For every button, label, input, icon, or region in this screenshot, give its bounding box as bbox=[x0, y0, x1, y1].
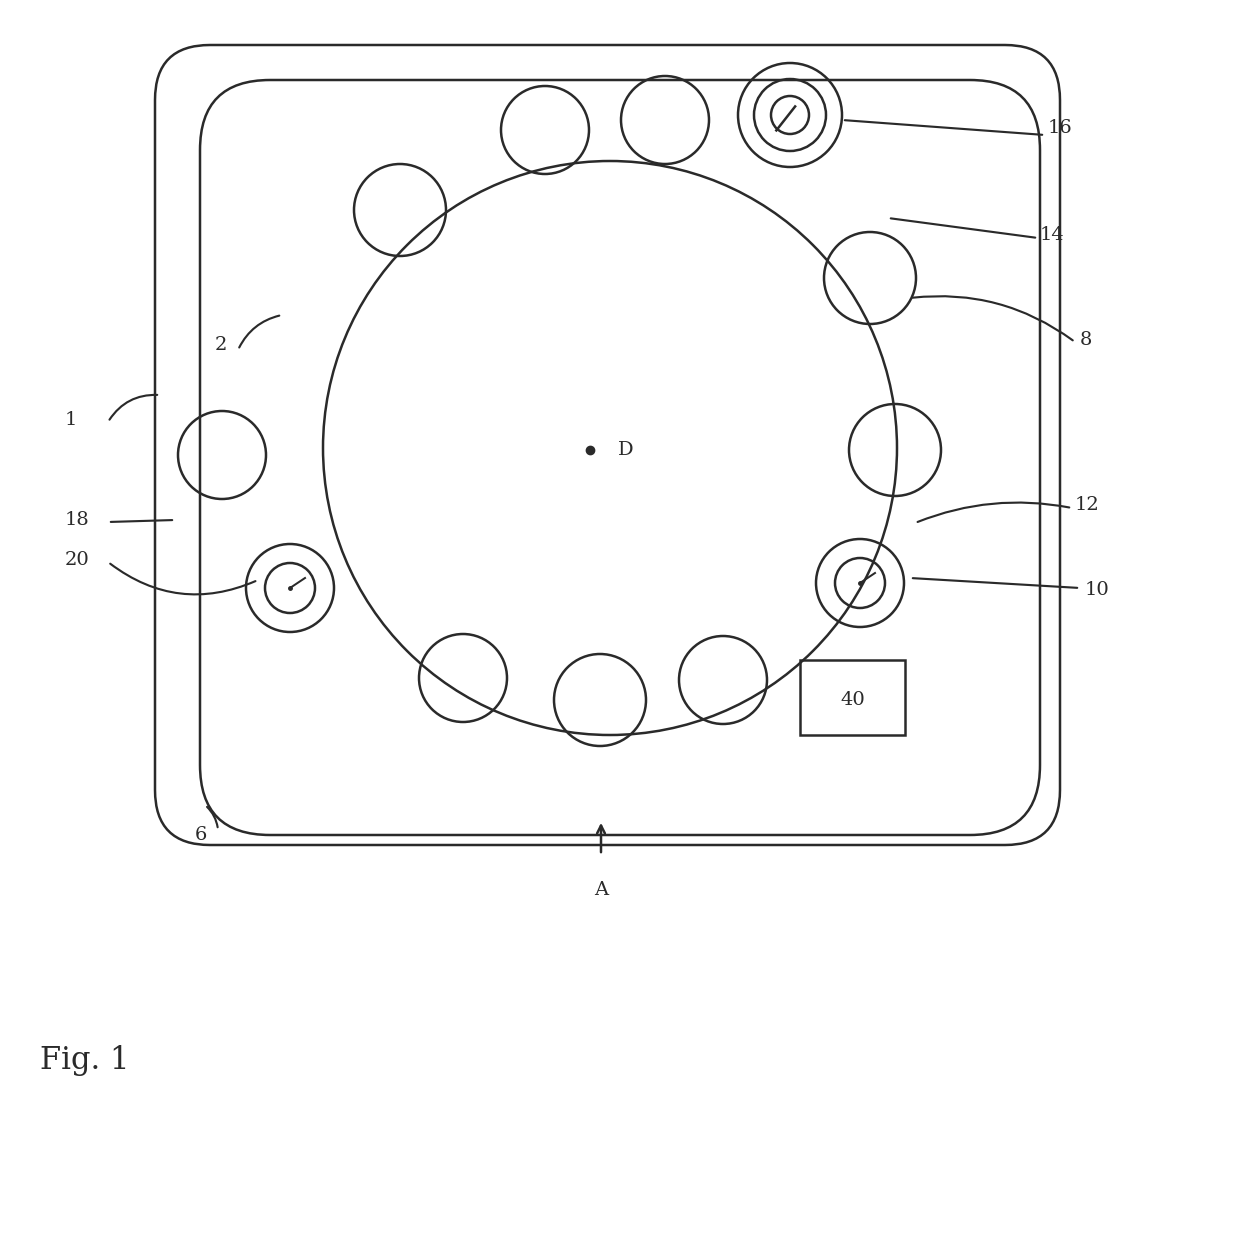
Text: Fig. 1: Fig. 1 bbox=[40, 1044, 129, 1075]
Text: 1: 1 bbox=[64, 411, 77, 429]
Text: 10: 10 bbox=[1085, 580, 1110, 599]
Text: 12: 12 bbox=[1075, 496, 1100, 515]
Text: 14: 14 bbox=[1040, 226, 1065, 244]
Text: 40: 40 bbox=[839, 691, 864, 709]
Text: 6: 6 bbox=[195, 827, 207, 844]
Bar bbox=[800, 660, 905, 735]
Text: 8: 8 bbox=[1080, 331, 1092, 349]
Text: 2: 2 bbox=[215, 336, 227, 354]
Text: 20: 20 bbox=[64, 551, 89, 569]
Text: A: A bbox=[594, 881, 608, 899]
Text: 16: 16 bbox=[1048, 119, 1073, 137]
Text: 18: 18 bbox=[64, 511, 89, 530]
Text: D: D bbox=[618, 441, 634, 459]
